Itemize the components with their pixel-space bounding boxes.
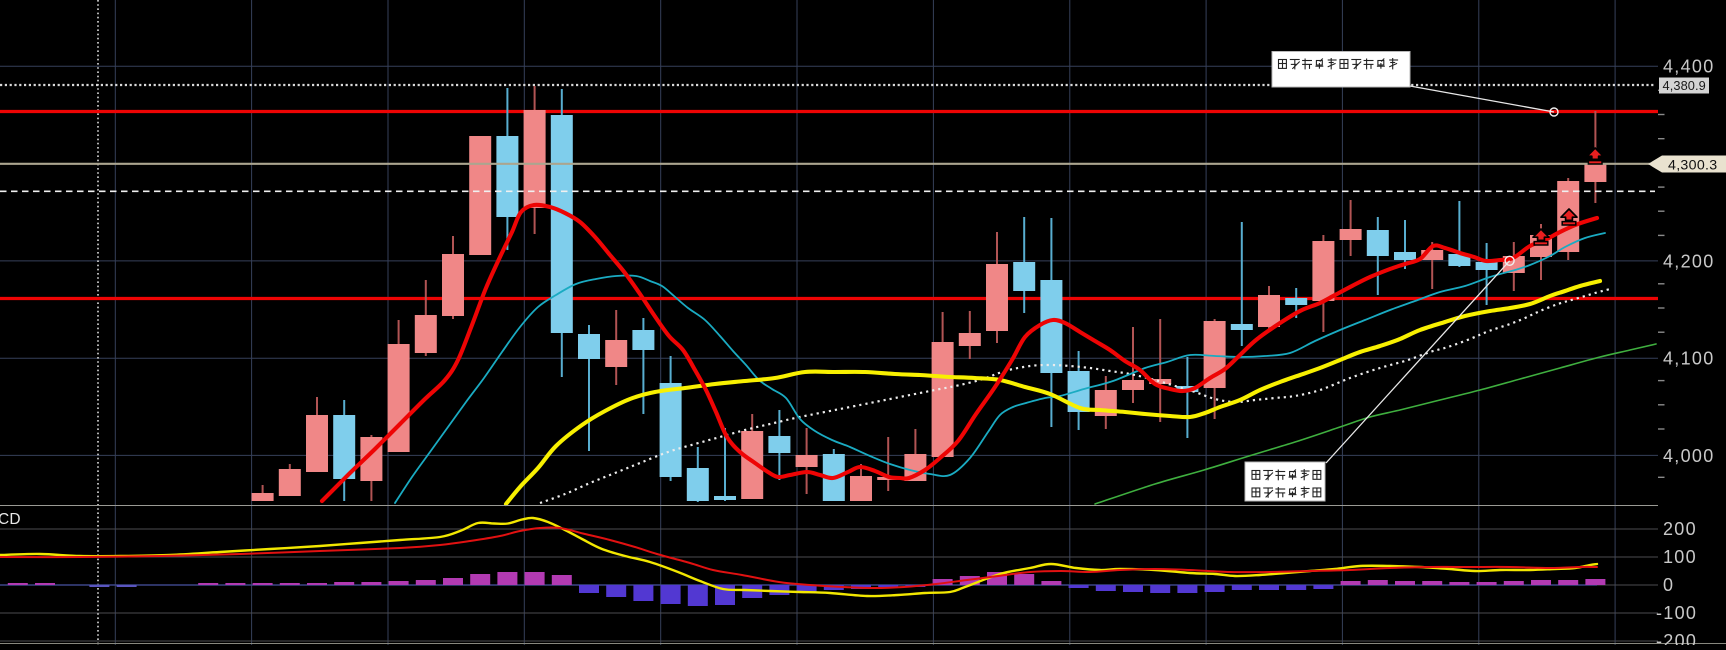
svg-text:4,100: 4,100 bbox=[1663, 349, 1715, 369]
svg-text:4,200: 4,200 bbox=[1663, 252, 1715, 272]
svg-text:200: 200 bbox=[1663, 519, 1697, 539]
svg-text:CD: CD bbox=[0, 511, 21, 528]
svg-text:4,380.9: 4,380.9 bbox=[1663, 78, 1706, 93]
svg-text:-100: -100 bbox=[1656, 603, 1697, 623]
svg-text:-200: -200 bbox=[1656, 631, 1697, 645]
svg-text:100: 100 bbox=[1663, 547, 1697, 567]
svg-text:0: 0 bbox=[1663, 575, 1674, 595]
svg-text:4,000: 4,000 bbox=[1663, 446, 1715, 466]
svg-text:4,300.3: 4,300.3 bbox=[1668, 158, 1717, 174]
svg-text:4,400: 4,400 bbox=[1663, 57, 1715, 77]
